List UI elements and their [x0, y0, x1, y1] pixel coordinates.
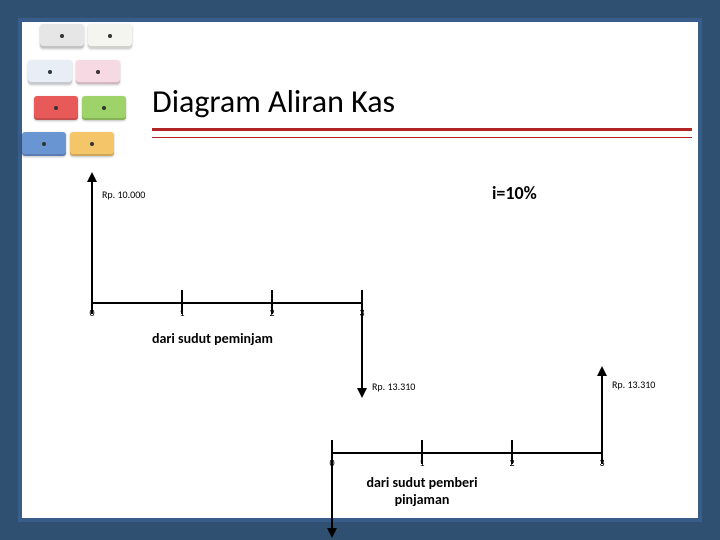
d2-caption: dari sudut pemberipinjaman	[352, 474, 492, 508]
interest-rate-label: i=10%	[492, 182, 537, 204]
content-card: Diagram Aliran Kas i=10% Rp. 10.000 Rp. …	[18, 18, 702, 522]
d1-inflow-label: Rp. 10.000	[102, 188, 145, 201]
page-title: Diagram Aliran Kas	[152, 82, 395, 121]
arrow-up-icon	[87, 172, 97, 182]
axis-tick-label: 2	[509, 456, 514, 469]
d1-outflow-label: Rp. 13.310	[372, 380, 415, 393]
diagram-area: i=10% Rp. 10.000 Rp. 13.310 dari sudut p…	[22, 142, 706, 522]
arrow-up-icon	[597, 366, 607, 376]
axis-tick-label: 3	[599, 456, 604, 469]
arrow-stem	[91, 182, 93, 302]
arrow-down-icon	[357, 388, 367, 398]
arrow-down-icon	[327, 528, 337, 538]
d2-inflow-label: Rp. 13.310	[612, 378, 655, 391]
arrow-stem	[331, 452, 333, 528]
title-rule	[152, 128, 692, 138]
arrow-stem	[601, 376, 603, 452]
axis-tick-label: 0	[89, 306, 94, 319]
axis-tick-label: 1	[419, 456, 424, 469]
d1-caption: dari sudut peminjam	[152, 330, 273, 347]
decor-drawers-icon	[16, 16, 136, 166]
axis-tick-label: 1	[179, 306, 184, 319]
arrow-stem	[361, 302, 363, 388]
axis-tick-label: 2	[269, 306, 274, 319]
d1-axis	[92, 302, 362, 304]
d2-axis	[332, 452, 602, 454]
